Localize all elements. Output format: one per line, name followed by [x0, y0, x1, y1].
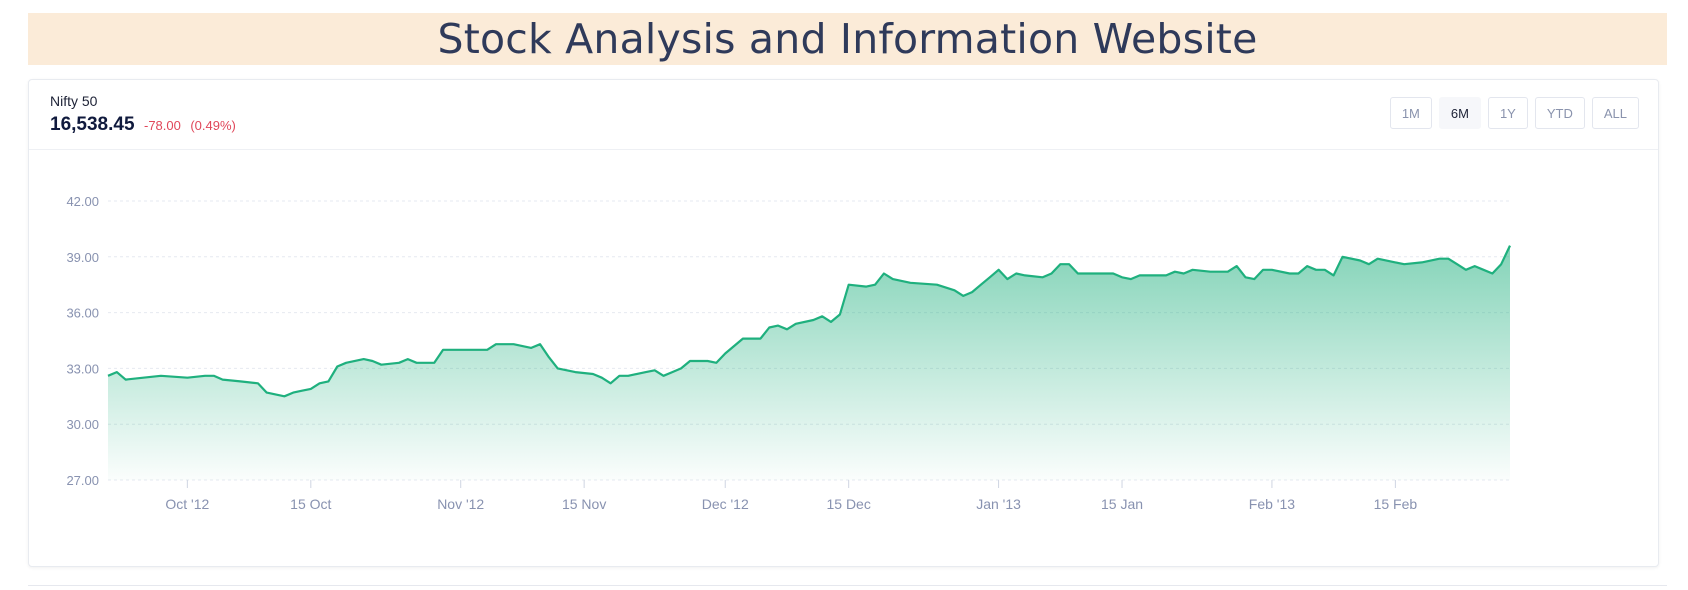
index-name: Nifty 50: [50, 93, 98, 109]
price-change: -78.00: [143, 118, 181, 133]
y-tick-label: 30.00: [66, 417, 99, 432]
y-tick-label: 39.00: [66, 250, 99, 265]
range-button-ytd[interactable]: YTD: [1534, 97, 1585, 129]
stock-chart-card: Nifty 50 16,538.45 -78.00 (0.49%) 1M 6M …: [28, 79, 1659, 567]
range-button-6m[interactable]: 6M: [1438, 97, 1481, 129]
y-tick-label: 27.00: [66, 473, 99, 488]
price-chart[interactable]: 27.00 30.00 33.00 36.00 39.00 42.00 Oct '12 15…: [29, 150, 1658, 566]
range-button-1y[interactable]: 1Y: [1487, 97, 1528, 129]
price-line: [107, 245, 1511, 398]
price-area: [108, 245, 1510, 480]
x-tick-label: 15 Feb: [1374, 496, 1418, 512]
x-axis-labels: Oct '12 15 Oct Nov '12 15 Nov Dec '12 15 Dec J…: [165, 480, 1417, 512]
x-tick-label: 15 Dec: [826, 496, 870, 512]
x-tick-label: Feb '13: [1249, 496, 1295, 512]
x-tick-label: Nov '12: [437, 496, 484, 512]
section-divider: [28, 585, 1667, 586]
x-tick-label: Jan '13: [976, 496, 1021, 512]
x-tick-label: Dec '12: [702, 496, 749, 512]
range-selector: 1M 6M 1Y YTD ALL: [1389, 97, 1639, 129]
price-chart-svg: 27.00 30.00 33.00 36.00 39.00 42.00 Oct '12 15…: [66, 194, 1512, 512]
price-row: 16,538.45 -78.00 (0.49%): [50, 114, 236, 136]
current-price: 16,538.45: [50, 114, 135, 135]
page-title: Stock Analysis and Information Website: [437, 15, 1258, 63]
x-tick-label: 15 Jan: [1101, 496, 1143, 512]
range-button-all[interactable]: ALL: [1591, 97, 1639, 129]
y-tick-label: 42.00: [66, 194, 99, 209]
x-tick-label: 15 Oct: [290, 496, 331, 512]
y-axis-labels: 27.00 30.00 33.00 36.00 39.00 42.00: [66, 194, 99, 488]
y-tick-label: 33.00: [66, 361, 99, 376]
card-header: Nifty 50 16,538.45 -78.00 (0.49%) 1M 6M …: [29, 80, 1658, 150]
range-button-1m[interactable]: 1M: [1389, 97, 1432, 129]
page-header: Stock Analysis and Information Website: [28, 13, 1667, 65]
y-tick-label: 36.00: [66, 306, 99, 321]
x-tick-label: Oct '12: [165, 496, 209, 512]
price-change-percent: (0.49%): [190, 118, 236, 133]
x-tick-label: 15 Nov: [562, 496, 606, 512]
